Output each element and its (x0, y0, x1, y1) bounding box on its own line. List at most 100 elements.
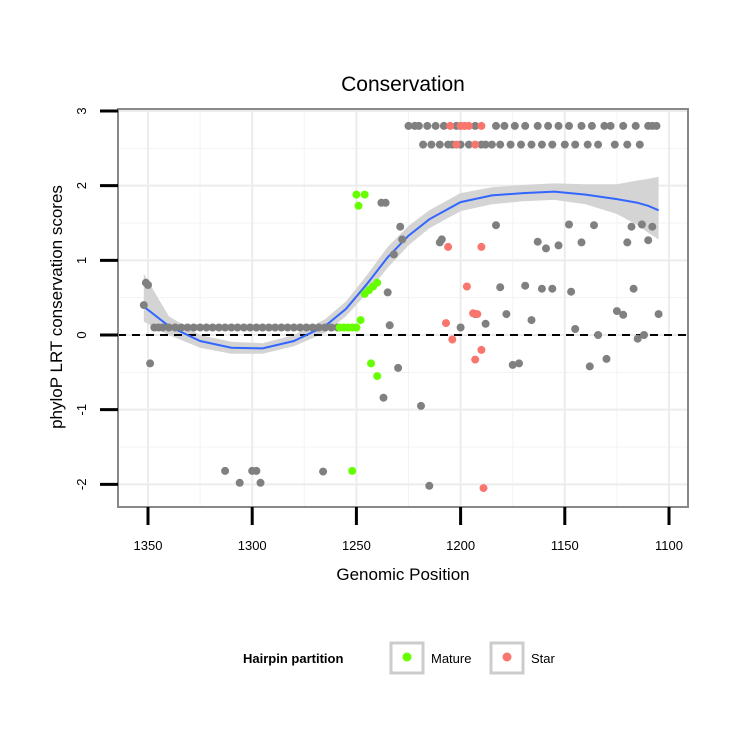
point-background (637, 220, 646, 229)
point-background (252, 466, 261, 475)
point-background (571, 140, 580, 149)
point-background (233, 323, 242, 332)
point-star (479, 484, 488, 493)
y-tick-label: -2 (74, 479, 89, 491)
point-background (548, 284, 557, 293)
point-background (296, 323, 305, 332)
point-background (271, 323, 280, 332)
point-background (246, 323, 255, 332)
point-background (654, 310, 663, 319)
point-background (389, 250, 398, 259)
point-background (398, 235, 407, 244)
x-tick-label: 1200 (446, 538, 475, 553)
point-background (423, 121, 432, 130)
point-background (487, 140, 496, 149)
point-background (221, 323, 230, 332)
y-axis-title: phyloP LRT conservation scores (47, 185, 66, 429)
point-background (314, 323, 323, 332)
point-background (177, 323, 186, 332)
point-background (577, 121, 586, 130)
point-mature (348, 466, 357, 475)
x-axis-title: Genomic Position (336, 565, 469, 584)
point-background (437, 235, 446, 244)
point-star (477, 345, 486, 354)
point-background (144, 281, 152, 289)
point-background (610, 140, 619, 149)
point-star (448, 335, 457, 344)
point-star (477, 121, 486, 130)
panel-border (117, 108, 689, 508)
series-star (442, 121, 488, 493)
point-background (319, 467, 328, 476)
y-tick-label: -1 (74, 404, 89, 416)
point-background (227, 323, 236, 332)
point-background (554, 241, 563, 250)
x-tick-label: 1100 (655, 538, 683, 553)
point-background (521, 281, 530, 290)
point-mature (373, 372, 382, 381)
point-background (258, 323, 267, 332)
point-star (442, 319, 450, 328)
point-background (196, 323, 205, 332)
point-background (256, 478, 265, 487)
point-background (602, 354, 611, 363)
plot-panel (117, 108, 689, 508)
point-background (202, 323, 211, 332)
point-background (435, 140, 444, 149)
point-background (394, 363, 403, 372)
point-background (506, 140, 515, 149)
point-background (542, 244, 550, 253)
point-background (189, 323, 198, 332)
point-background (635, 140, 644, 149)
point-background (548, 140, 557, 149)
point-background (302, 323, 311, 332)
series-mature (335, 190, 382, 475)
point-mature (352, 323, 361, 332)
point-mature (354, 201, 363, 210)
point-star (462, 282, 471, 291)
point-background (571, 325, 580, 333)
y-tick-label: 0 (74, 331, 89, 338)
point-background (385, 321, 394, 330)
point-background (496, 283, 505, 292)
point-background (414, 121, 423, 130)
point-background (379, 393, 388, 402)
chart-title: Conservation (341, 73, 465, 96)
point-background (381, 198, 390, 207)
point-background (587, 121, 596, 130)
point-background (533, 121, 542, 130)
point-background (633, 334, 642, 343)
point-background (508, 360, 517, 369)
point-background (481, 140, 490, 149)
point-background (164, 323, 173, 332)
point-background (383, 288, 392, 297)
point-star (471, 140, 480, 149)
point-background (583, 140, 592, 149)
point-background (590, 221, 598, 230)
point-background (640, 331, 648, 339)
y-tick-label: 3 (74, 107, 89, 114)
point-background (600, 121, 609, 130)
point-background (183, 323, 192, 332)
point-background (419, 140, 428, 149)
legend-label-star: Star (531, 651, 556, 666)
point-background (515, 359, 523, 368)
legend-label-mature: Mature (431, 651, 471, 666)
y-tick-label: 2 (74, 182, 89, 189)
point-mature (373, 278, 382, 287)
point-background (644, 236, 653, 245)
point-background (496, 140, 505, 149)
point-background (606, 121, 615, 130)
point-background (235, 478, 244, 487)
point-star (464, 121, 473, 130)
point-background (431, 121, 440, 130)
point-background (565, 220, 573, 229)
point-background (327, 323, 336, 332)
point-background (537, 284, 546, 293)
point-background (554, 121, 563, 130)
point-background (464, 140, 473, 149)
point-background (544, 121, 553, 130)
point-background (565, 121, 573, 130)
point-background (500, 121, 509, 130)
